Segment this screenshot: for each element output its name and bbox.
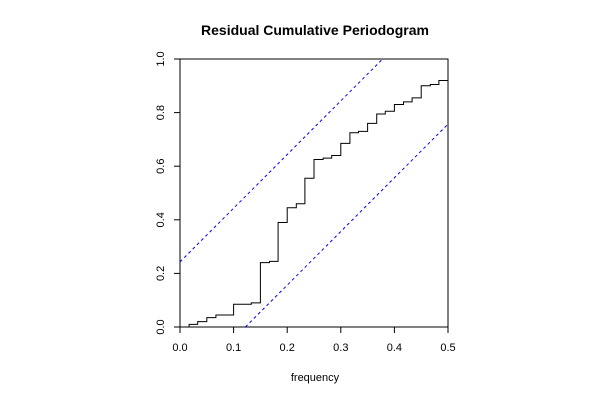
confidence-band-line-2 [245, 123, 448, 327]
x-tick-label: 0.2 [280, 342, 295, 354]
periodogram-step-line [180, 59, 448, 327]
y-tick-label: 0.6 [155, 159, 167, 174]
y-axis: 0.0 0.2 0.4 0.6 0.8 1.0 [155, 51, 180, 335]
y-tick-label: 0.0 [155, 319, 167, 334]
x-axis-label: frequency [291, 372, 340, 384]
y-tick-label: 1.0 [155, 51, 167, 66]
x-tick-label: 0.3 [333, 342, 348, 354]
x-tick-label: 0.5 [440, 342, 455, 354]
x-axis: 0.0 0.1 0.2 0.3 0.4 0.5 [172, 327, 456, 354]
x-tick-label: 0.0 [172, 342, 187, 354]
y-tick-label: 0.4 [155, 212, 167, 227]
x-tick-label: 0.4 [387, 342, 402, 354]
x-tick-label: 0.1 [226, 342, 241, 354]
chart-title: Residual Cumulative Periodogram [201, 22, 429, 38]
confidence-band-line-1 [180, 59, 383, 263]
y-tick-label: 0.8 [155, 105, 167, 120]
y-tick-label: 0.2 [155, 266, 167, 281]
plot-series-group [180, 59, 448, 327]
plot-area-frame [179, 58, 449, 328]
